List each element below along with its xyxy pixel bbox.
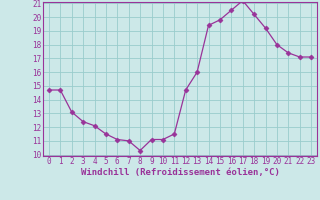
X-axis label: Windchill (Refroidissement éolien,°C): Windchill (Refroidissement éolien,°C) — [81, 168, 279, 177]
